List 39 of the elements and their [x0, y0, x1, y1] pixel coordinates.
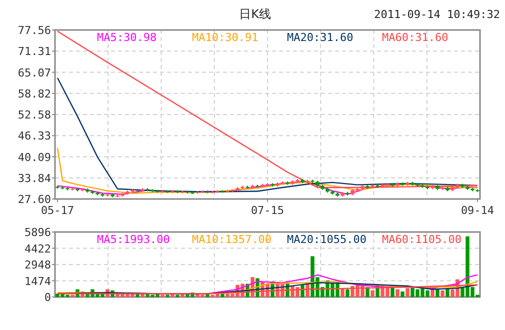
y-tick-label: 5896: [24, 226, 51, 239]
text: MA10:30.91: [192, 31, 258, 44]
bar: [346, 289, 350, 297]
text: MA10:1357.00: [192, 233, 272, 246]
x-tick-label: 07-15: [250, 204, 284, 217]
bar: [220, 294, 224, 297]
y-tick-label: 0: [44, 291, 51, 304]
text: MA60:31.60: [382, 31, 448, 44]
text: MA5:1993.00: [97, 233, 170, 246]
chart-title: 日K线: [239, 7, 271, 21]
y-tick-label: 2948: [24, 258, 51, 272]
y-tick-label: 33.84: [18, 172, 52, 185]
bar: [300, 284, 304, 297]
bar: [370, 290, 374, 297]
bar: [396, 289, 400, 297]
text: MA5:30.98: [97, 31, 157, 44]
y-tick-label: 27.60: [18, 193, 51, 206]
y-tick-label: 46.33: [18, 130, 51, 143]
x-tick-label: 05-17: [40, 204, 74, 217]
bar: [366, 287, 370, 297]
bar: [440, 290, 444, 297]
y-tick-label: 58.82: [18, 87, 51, 100]
bar: [406, 288, 410, 297]
y-tick-label: 4422: [24, 242, 51, 256]
text: 2011-09-14 10:49:32: [374, 8, 500, 21]
line-series: [56, 147, 478, 194]
bar: [400, 291, 404, 297]
y-tick-label: 71.31: [18, 45, 51, 58]
text: MA60:1105.00: [382, 233, 462, 246]
y-tick-label: 40.09: [18, 150, 51, 164]
line-series: [56, 30, 478, 188]
text: MA20:31.60: [287, 31, 354, 44]
y-tick-label: 52.58: [18, 108, 51, 122]
y-tick-label: 1474: [24, 274, 52, 288]
bar: [436, 289, 440, 297]
y-tick-label: 77.56: [18, 24, 51, 37]
y-tick-label: 65.07: [18, 66, 51, 80]
text: MA20:1055.00: [287, 233, 366, 246]
x-tick-label: 09-14: [460, 204, 494, 217]
